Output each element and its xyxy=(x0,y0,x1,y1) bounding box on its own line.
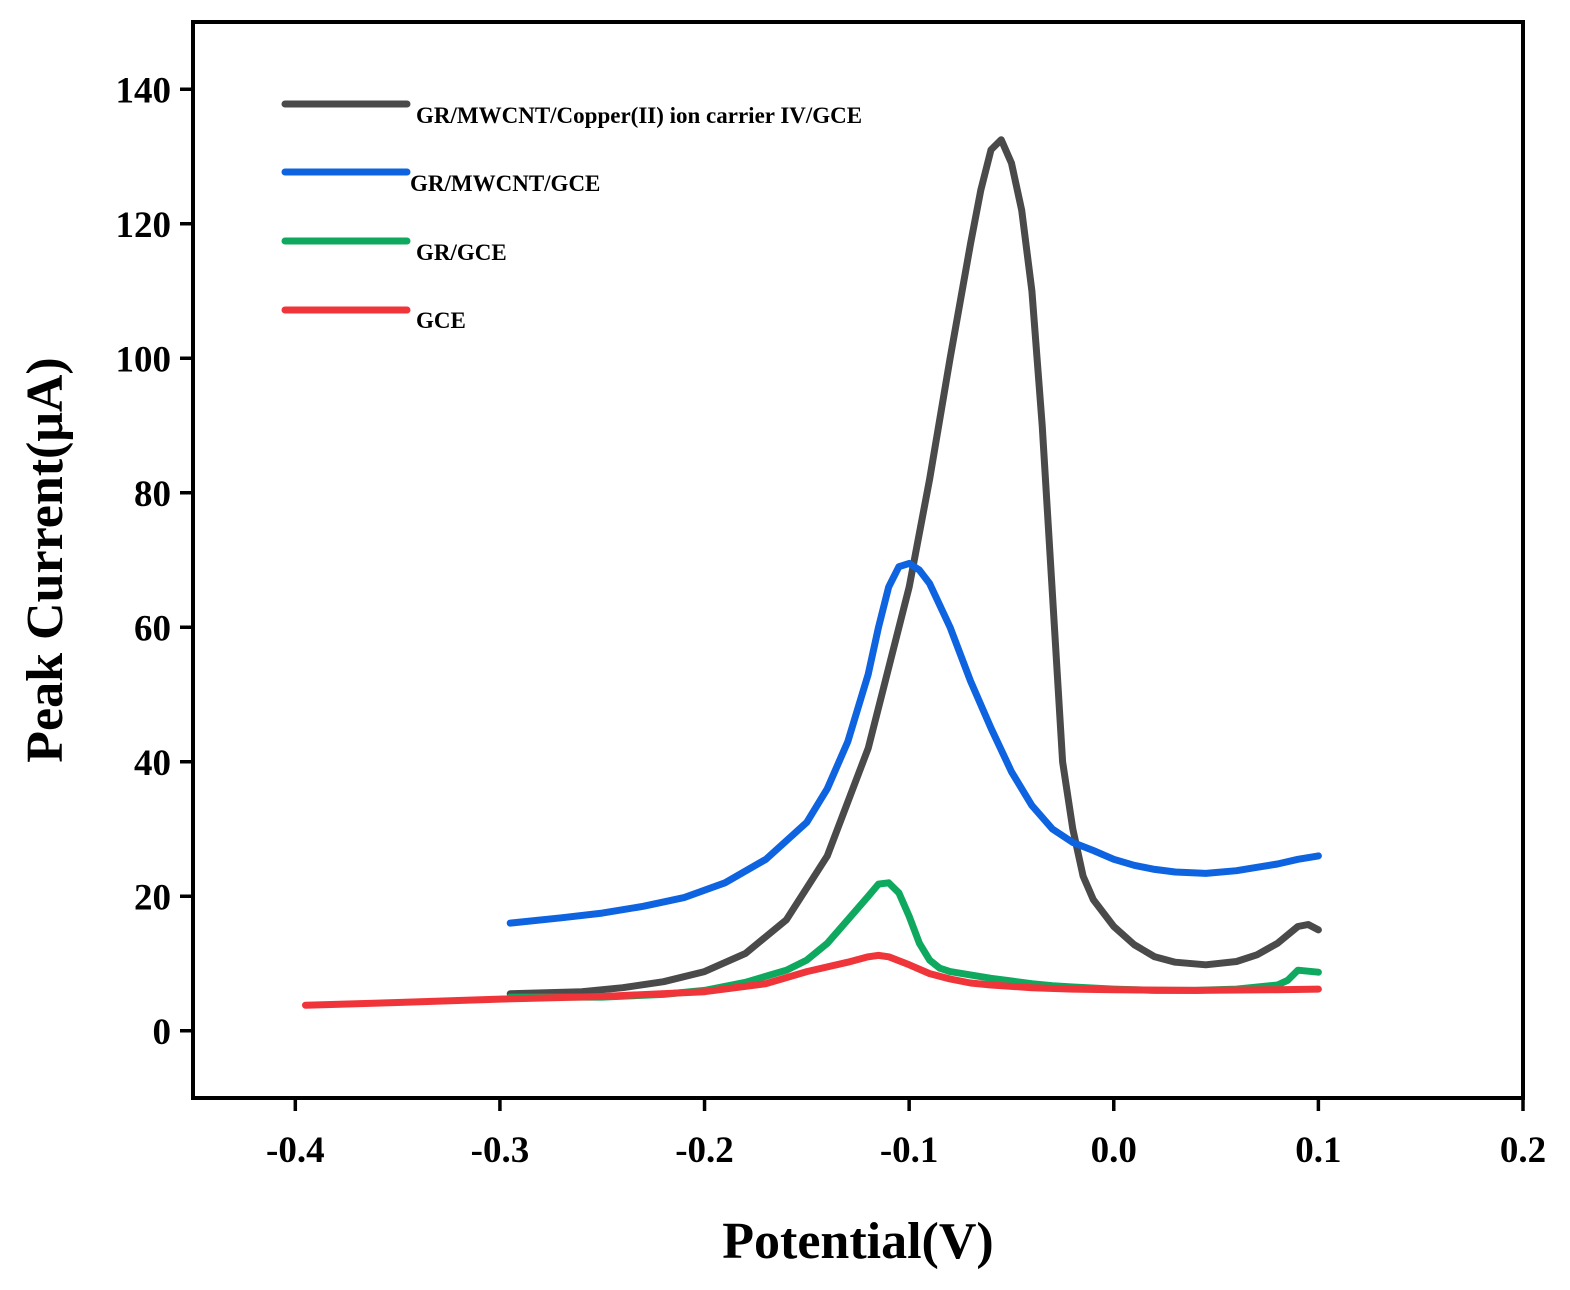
x-tick-label: -0.1 xyxy=(880,1130,939,1171)
x-tick-label: -0.3 xyxy=(471,1130,530,1171)
x-axis-title: Potential(V) xyxy=(722,1213,993,1270)
plot-area xyxy=(191,20,1525,1100)
y-tick-label: 60 xyxy=(134,608,171,649)
y-axis-title: Peak Current(μA) xyxy=(17,357,74,762)
legend-label: GR/MWCNT/Copper(II) ion carrier IV/GCE xyxy=(416,103,862,128)
x-tick-label: 0.1 xyxy=(1295,1130,1341,1171)
y-tick-label: 20 xyxy=(134,877,171,918)
y-tick-label: 40 xyxy=(134,743,171,784)
legend-label: GR/GCE xyxy=(416,240,507,265)
axes-frame xyxy=(191,20,1525,1100)
legend: GR/MWCNT/Copper(II) ion carrier IV/GCE GR… xyxy=(281,100,862,333)
y-axis: 0 20 40 60 80 100 120 140 xyxy=(116,70,193,1053)
y-tick-label: 0 xyxy=(153,1012,172,1053)
legend-label: GCE xyxy=(416,308,466,333)
series-line-2 xyxy=(506,879,1322,1001)
series-line-0 xyxy=(506,136,1322,998)
legend-label: GR/MWCNT/GCE xyxy=(410,171,600,196)
x-tick-label: -0.4 xyxy=(266,1130,325,1171)
x-tick-label: 0.2 xyxy=(1500,1130,1546,1171)
x-tick-label: 0.0 xyxy=(1091,1130,1137,1171)
x-tick-label: -0.2 xyxy=(675,1130,734,1171)
series-layer xyxy=(302,136,1322,1009)
y-tick-label: 120 xyxy=(116,205,172,246)
series-line-3 xyxy=(302,951,1322,1009)
x-axis: -0.4 -0.3 -0.2 -0.1 0.0 0.1 0.2 xyxy=(266,1098,1546,1171)
y-tick-label: 80 xyxy=(134,474,171,515)
y-tick-label: 140 xyxy=(116,70,172,111)
series-line-1 xyxy=(506,559,1322,927)
y-tick-label: 100 xyxy=(116,339,172,380)
